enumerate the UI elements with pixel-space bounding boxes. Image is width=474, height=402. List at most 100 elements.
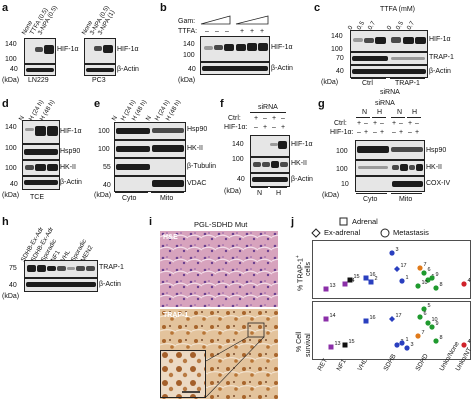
point-label: 10 — [422, 280, 428, 286]
blot-hsp90-g — [355, 140, 425, 160]
group-mito: Mito — [399, 196, 413, 203]
point-label: 3 — [411, 342, 414, 348]
blot-hif-d — [22, 120, 60, 144]
scatter-point — [425, 320, 431, 326]
sirna-label: siRNA — [375, 100, 395, 107]
kda-label: (kDa) — [321, 79, 339, 86]
sign: – — [263, 115, 267, 122]
point-label: 1 — [406, 337, 409, 343]
point-label: 14 — [330, 313, 336, 319]
scatter-point — [417, 265, 423, 271]
cell-line-pc3: PC3 — [92, 77, 106, 84]
point-label: 15 — [354, 274, 360, 280]
ttfa-sign: + — [240, 28, 245, 35]
top-ylabel-text: % TRAP-1 — [297, 258, 305, 291]
sign: – — [373, 129, 377, 136]
scatter-point — [415, 283, 421, 289]
ttfa-sign: + — [250, 28, 255, 35]
ttfa-label: TTFA: — [178, 28, 198, 35]
sign: + — [364, 129, 369, 136]
ttfa-sign: – — [215, 28, 219, 35]
marker-100: 100 — [98, 146, 110, 153]
blot-hk2-f — [250, 157, 290, 173]
sign: – — [357, 129, 361, 136]
blot-hsp90-e — [114, 122, 186, 140]
ttfa-title: TTFA (mM) — [380, 6, 415, 13]
scatter-point — [394, 266, 400, 272]
sign: – — [408, 129, 412, 136]
marker-40: 40 — [336, 68, 344, 75]
group-cyto: Cyto — [363, 196, 378, 203]
blot-actin-f — [250, 173, 290, 187]
blot-hif-ln229 — [24, 38, 56, 64]
scatter-point — [323, 316, 329, 322]
circle-legend-icon — [380, 228, 390, 238]
point-label: 8 — [440, 335, 443, 341]
marker-100: 100 — [331, 46, 343, 53]
point-label: 3 — [396, 247, 399, 253]
panel-a-label: a — [2, 2, 9, 14]
marker-100: 100 — [98, 128, 110, 135]
diamond-legend-icon — [311, 228, 321, 238]
point-label: 4 — [468, 339, 471, 345]
sign: – — [399, 120, 403, 127]
row-label-hif: HIF-1α — [60, 128, 82, 135]
scatter-point — [328, 344, 334, 350]
sign: – — [380, 120, 384, 127]
blot-hif-pc3 — [84, 38, 116, 64]
group-ctrl: Ctrl — [362, 80, 373, 87]
blot-hif-b — [200, 36, 270, 62]
row-label-actin: β-Actin — [60, 179, 82, 186]
scatter-point — [425, 277, 431, 283]
marker-75: 75 — [9, 265, 17, 272]
row-label-hsp90: Hsp90 — [60, 148, 81, 155]
legend-ex-adrenal: Ex-adrenal — [324, 228, 361, 237]
panel-b-label: b — [160, 2, 167, 14]
marker-40: 40 — [237, 176, 245, 183]
scatter-point — [342, 342, 348, 348]
blot-hk2-e — [114, 140, 186, 158]
row-label-hk2: HK-II — [60, 164, 76, 171]
row-label-hk2: HK-II — [426, 164, 442, 171]
panel-g-label: g — [318, 98, 325, 110]
kda-label: (kDa) — [2, 77, 20, 84]
group-cyto: Cyto — [122, 195, 137, 202]
row-label-hk2: HK-II — [291, 160, 307, 167]
marker-100: 100 — [336, 166, 348, 173]
marker-100: 100 — [336, 148, 348, 155]
panel-j-label: j — [291, 216, 295, 228]
marker-140: 140 — [331, 33, 343, 40]
panel-e-label: e — [94, 98, 101, 110]
blot-trap1-c — [350, 52, 428, 65]
marker-100: 100 — [232, 156, 244, 163]
sign: + — [399, 129, 404, 136]
scatter-point — [389, 316, 395, 322]
blot-hk2-d — [22, 160, 60, 176]
bottom-scatter-plot: 141315161721356109784 — [312, 301, 471, 360]
panel-f-label: f — [220, 98, 224, 110]
blot-hsp90-d — [22, 144, 60, 160]
group-n: N — [257, 190, 263, 197]
scatter-point — [363, 275, 369, 281]
sign: – — [392, 129, 396, 136]
scatter-point — [461, 342, 467, 348]
scatter-point — [389, 250, 395, 256]
marker-100: 100 — [5, 145, 17, 152]
sign: + — [415, 129, 420, 136]
panel-h-label: h — [2, 216, 9, 228]
row-label-hsp90: Hsp90 — [187, 126, 208, 133]
group-h: H — [276, 190, 282, 197]
point-label: 16 — [370, 272, 376, 278]
point-label: 7 — [424, 262, 427, 268]
point-label: 13 — [335, 341, 341, 347]
sign: + — [357, 120, 362, 127]
kda-label: (kDa) — [322, 192, 340, 199]
scatter-point — [461, 281, 467, 287]
cond-label: H — [377, 109, 383, 116]
sign: – — [281, 115, 285, 122]
row-label-actin: β-Actin — [99, 281, 121, 288]
row-label-hif: HIF-1α — [271, 44, 293, 51]
point-label: 5 — [428, 303, 431, 309]
scatter-point — [433, 338, 439, 344]
kda-label: (kDa) — [178, 77, 196, 84]
